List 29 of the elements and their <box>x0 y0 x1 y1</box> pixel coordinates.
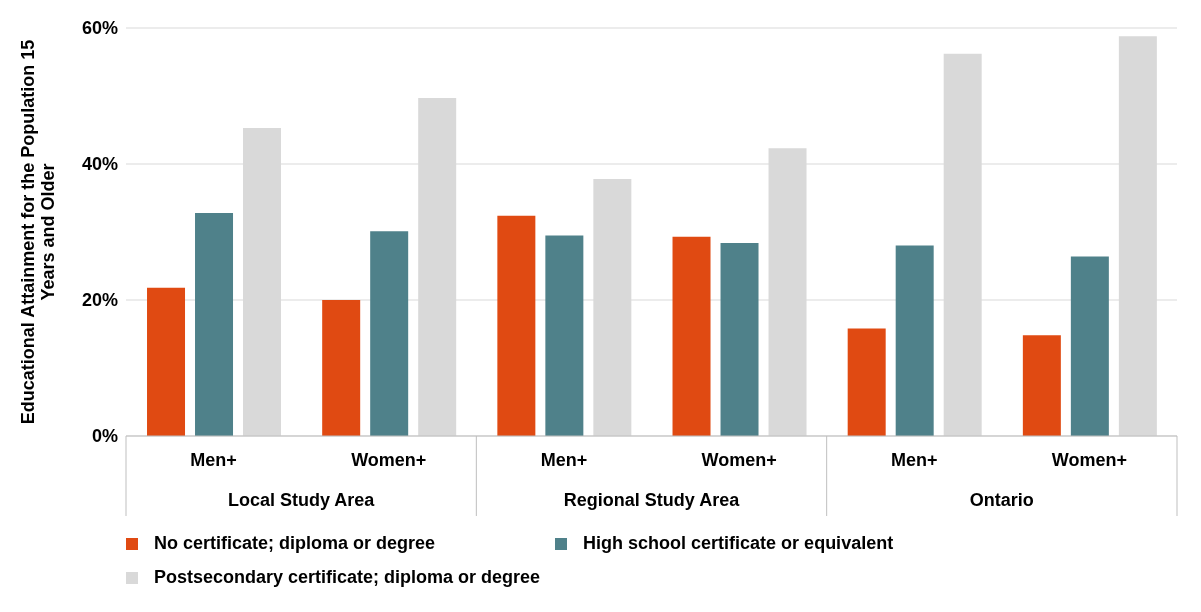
legend-label: No certificate; diploma or degree <box>154 533 436 553</box>
x-tick-label: Women+ <box>701 450 777 470</box>
x-tick-label: Women+ <box>1051 450 1128 470</box>
bar <box>147 287 186 436</box>
text: Regional Study Area <box>563 490 741 510</box>
y-axis-title: Educational Attainment for the Population 15 Years and Older <box>18 39 58 425</box>
x-tick-label: Women+ <box>351 450 427 470</box>
y-tick-label: 60% <box>81 18 118 39</box>
y-tick-label: 0% <box>91 426 118 447</box>
bar <box>322 300 361 436</box>
bar <box>847 328 886 436</box>
text: Local Study Area <box>227 490 376 510</box>
bar <box>672 236 711 436</box>
bar <box>720 242 759 436</box>
x-tick-label: Men+ <box>190 450 237 470</box>
legend-label: High school certificate or equivalent <box>583 533 894 553</box>
x-tick-label: Men+ <box>540 450 588 470</box>
bar <box>497 215 536 436</box>
text: Ontario <box>969 490 1034 510</box>
y-tick-label: 20% <box>81 290 118 311</box>
bar <box>895 245 934 436</box>
legend-label: Postsecondary certificate; diploma or degree <box>154 567 541 587</box>
bar <box>1070 256 1109 436</box>
x-tick-label: Men+ <box>890 450 938 470</box>
bar <box>195 212 234 436</box>
bar <box>370 231 409 436</box>
bar <box>545 235 584 436</box>
bar <box>1022 335 1061 436</box>
y-tick-label: 40% <box>81 154 118 175</box>
